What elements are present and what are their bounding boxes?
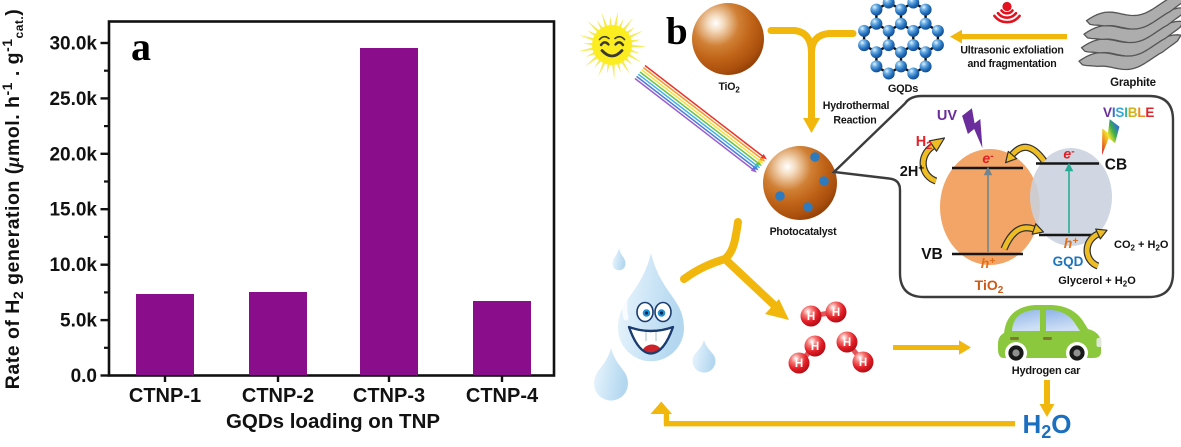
svg-text:H: H [811,341,819,353]
svg-text:Hydrothermal: Hydrothermal [823,100,890,112]
svg-text:TiO2: TiO2 [975,277,1004,296]
svg-text:Graphite: Graphite [1110,77,1156,89]
svg-text:H: H [807,311,815,323]
svg-text:15.0k: 15.0k [49,200,97,221]
svg-text:Rate of H2 generation (μmol. h: Rate of H2 generation (μmol. h-1 . g-1ca… [0,9,26,389]
svg-text:5.0k: 5.0k [60,311,97,332]
svg-text:25.0k: 25.0k [49,89,97,110]
svg-text:GQDs loading on TNP: GQDs loading on TNP [226,410,440,433]
svg-text:0.0: 0.0 [71,366,97,387]
svg-text:b: b [666,10,688,53]
svg-text:GQD: GQD [1053,254,1084,269]
svg-text:CTNP-4: CTNP-4 [466,385,539,407]
svg-text:20.0k: 20.0k [49,144,97,165]
svg-text:UV: UV [937,108,957,124]
svg-text:CB: CB [1105,157,1127,174]
svg-text:and fragmentation: and fragmentation [967,58,1056,70]
svg-text:2H+: 2H+ [900,164,925,181]
svg-text:10.0k: 10.0k [49,255,97,276]
svg-text:Reaction: Reaction [833,115,876,127]
svg-text:30.0k: 30.0k [49,34,97,55]
svg-text:CTNP-1: CTNP-1 [129,385,201,407]
svg-text:H: H [843,337,851,349]
svg-text:VISIBLE: VISIBLE [1103,105,1154,120]
svg-text:H: H [795,358,803,370]
svg-text:CTNP-2: CTNP-2 [242,385,314,407]
svg-text:e-: e- [1063,146,1075,162]
svg-text:CO2 + H2O: CO2 + H2O [1114,239,1169,253]
svg-text:TiO2: TiO2 [718,81,740,95]
svg-text:CTNP-3: CTNP-3 [353,385,425,407]
svg-text:a: a [131,24,151,69]
svg-text:Ultrasonic exfoliation: Ultrasonic exfoliation [960,45,1063,57]
svg-text:GQDs: GQDs [888,83,918,95]
svg-text:VB: VB [921,246,943,263]
svg-text:Hydrogen car: Hydrogen car [1012,365,1081,377]
svg-text:Photocatalyst: Photocatalyst [770,226,838,238]
svg-text:e-: e- [982,150,994,166]
svg-text:Glycerol + H2O: Glycerol + H2O [1058,275,1136,289]
svg-text:H: H [832,307,840,319]
svg-text:H: H [859,357,867,369]
